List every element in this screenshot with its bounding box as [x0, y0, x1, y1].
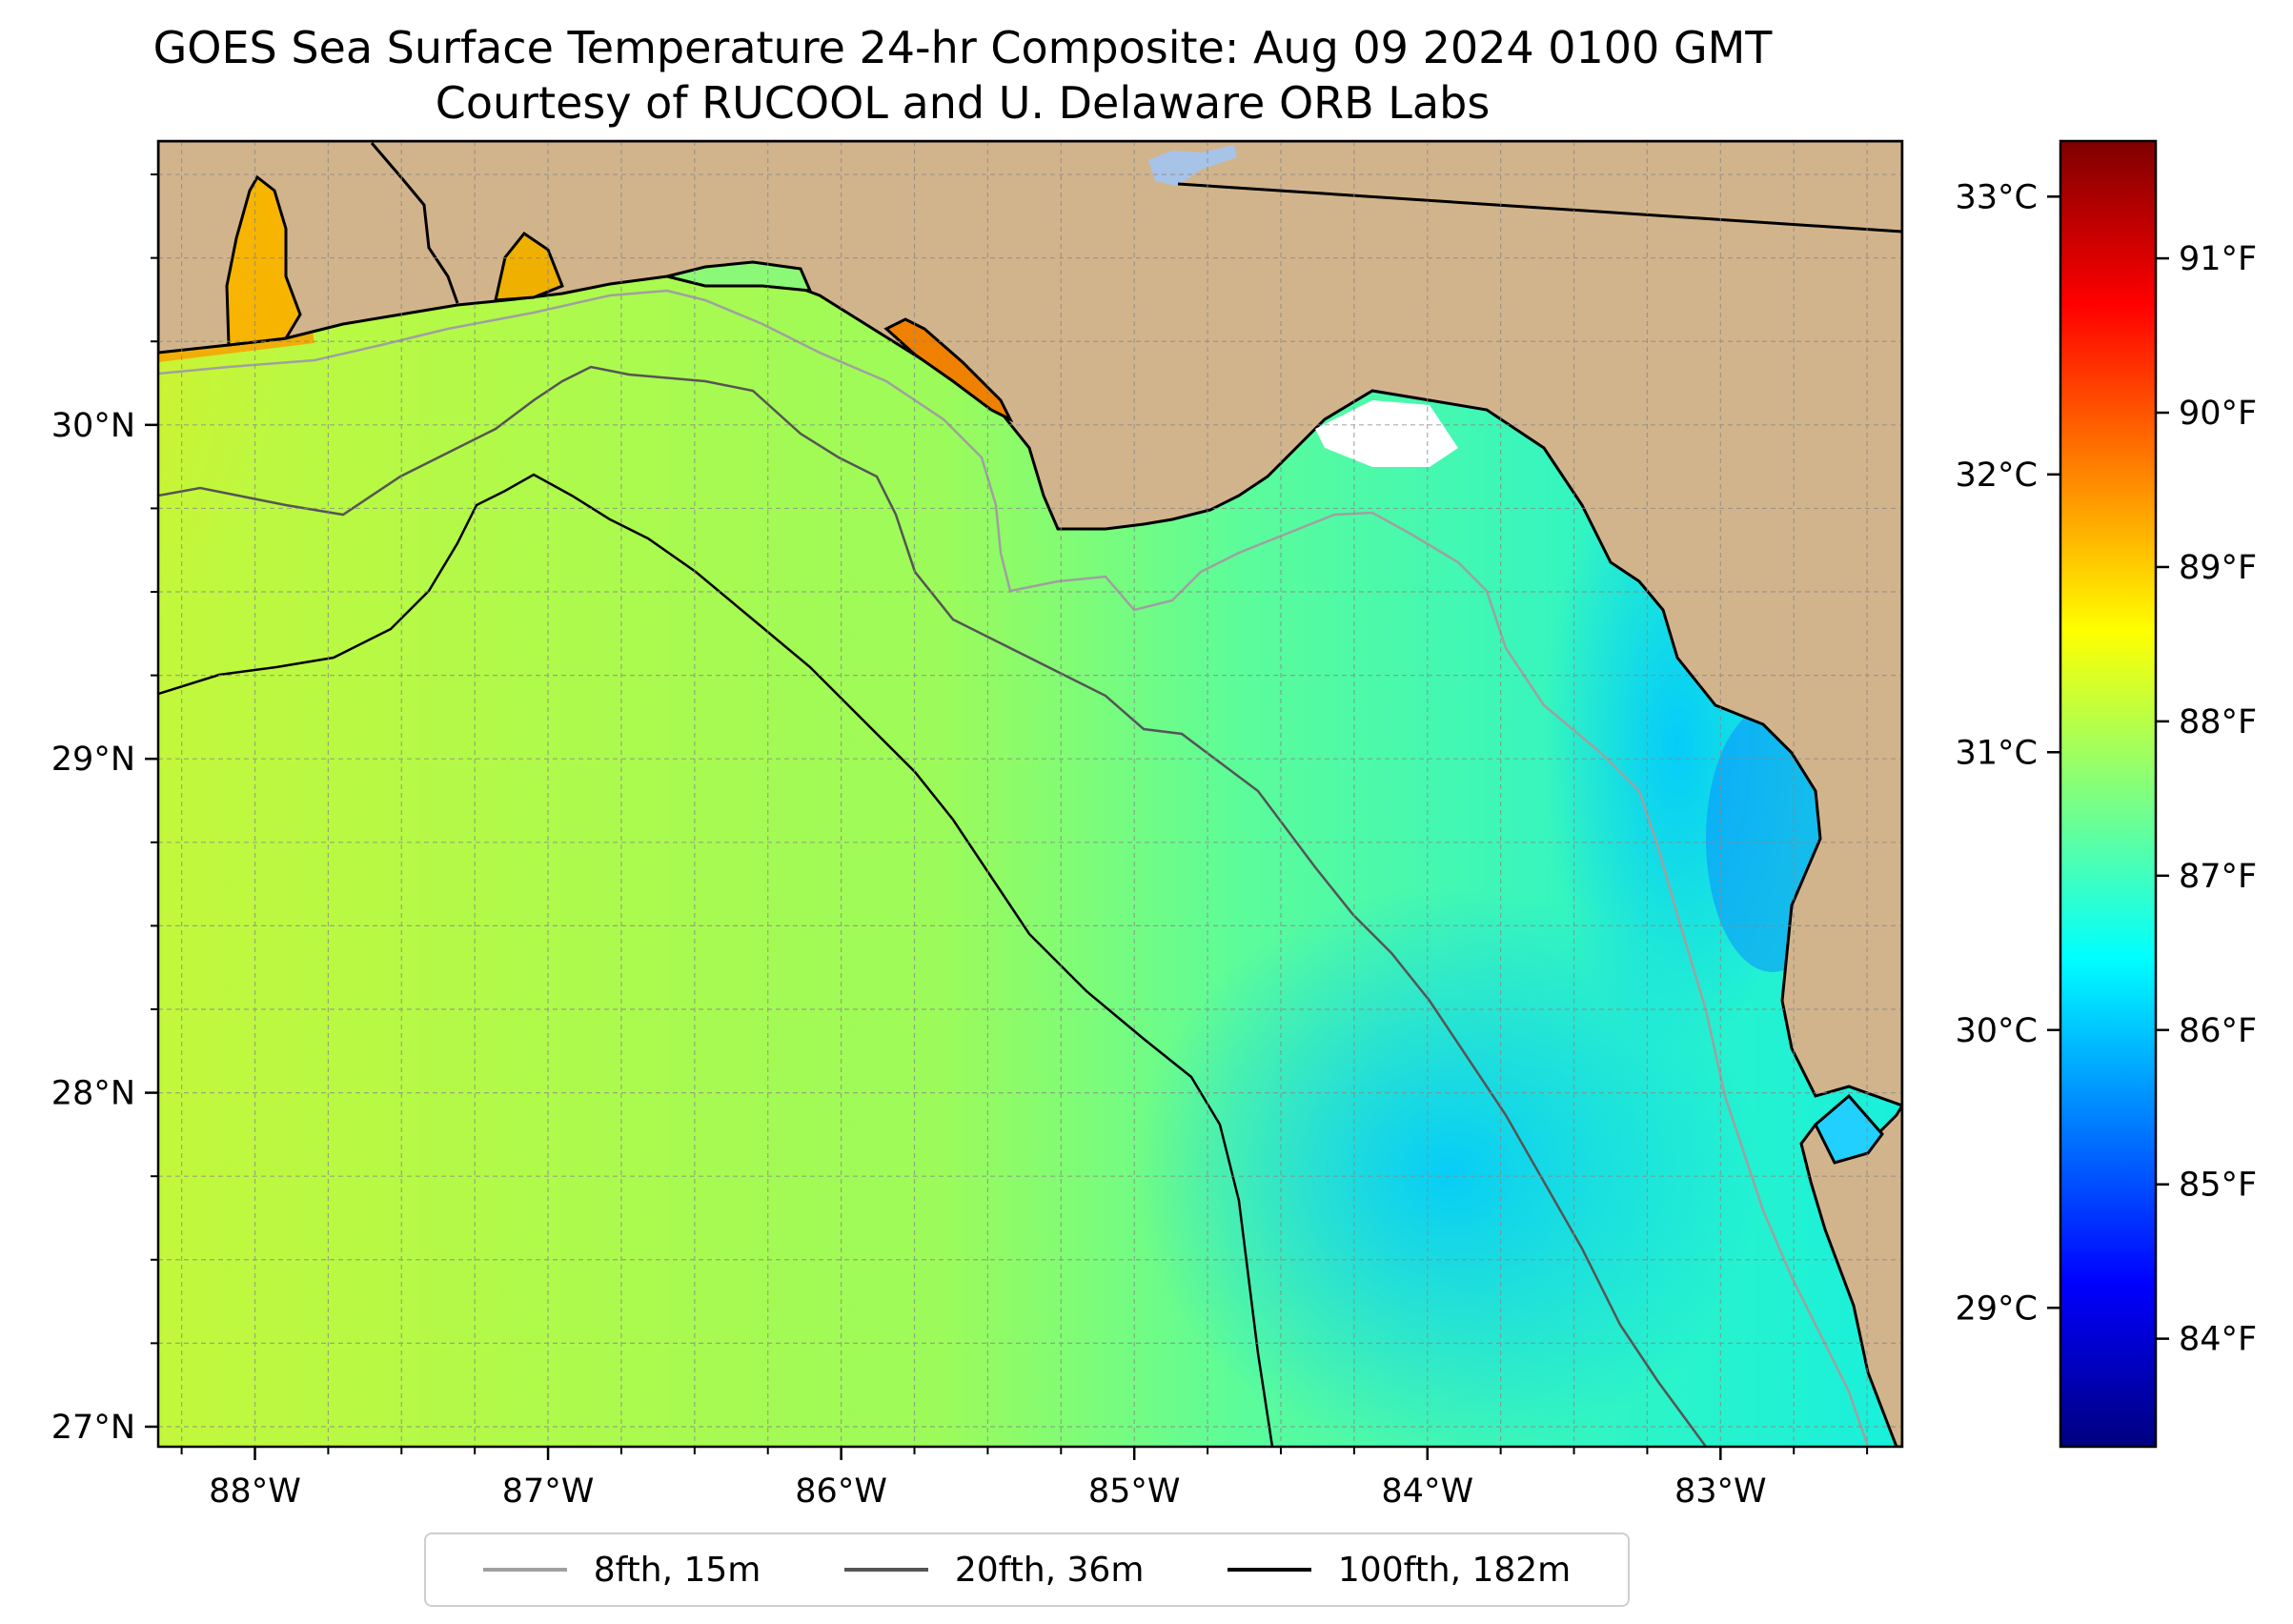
longitude-axis: 88°W 87°W 86°W 85°W 84°W 83°W	[180, 1447, 1869, 1511]
legend-item: 8fth, 15m	[482, 1550, 761, 1590]
fahrenheit-tick-label: 88°F	[2179, 703, 2257, 741]
fahrenheit-tick-label: 87°F	[2179, 858, 2257, 896]
lat-tick-label: 28°N	[51, 1075, 135, 1113]
lake	[1148, 145, 1237, 186]
celsius-tick-label: 32°C	[1956, 457, 2038, 495]
celsius-tick-label: 30°C	[1956, 1012, 2038, 1050]
fahrenheit-scale: 84°F 85°F 86°F 87°F 88°F 89°F 90°F 91°F	[2156, 240, 2257, 1359]
tampa-bay	[1814, 1093, 1884, 1165]
fahrenheit-tick-label: 84°F	[2179, 1321, 2257, 1359]
legend-line-swatch	[1227, 1568, 1311, 1572]
fahrenheit-tick-label: 91°F	[2179, 240, 2257, 278]
lat-tick-label: 27°N	[51, 1409, 135, 1447]
contour-20fth	[158, 365, 1708, 1447]
legend-item: 100fth, 182m	[1227, 1550, 1572, 1590]
lon-tick-label: 88°W	[209, 1472, 301, 1511]
celsius-tick-label: 29°C	[1956, 1289, 2038, 1328]
mobile-bay	[225, 174, 302, 347]
celsius-tick-label: 33°C	[1956, 178, 2038, 216]
gridlines	[158, 141, 1902, 1447]
map-subtitle: Courtesy of RUCOOL and U. Delaware ORB L…	[435, 77, 1491, 129]
lon-tick-label: 84°W	[1381, 1472, 1473, 1511]
depth-contour-legend: 8fth, 15m 20fth, 36m 100fth, 182m	[424, 1533, 1630, 1607]
legend-line-swatch	[482, 1568, 567, 1572]
cool-water-region	[1134, 886, 1763, 1447]
map-frame	[156, 139, 1904, 1449]
lat-tick-label: 29°N	[51, 741, 135, 779]
map-area	[158, 141, 1902, 1447]
river-line	[370, 142, 459, 304]
celsius-tick-label: 31°C	[1956, 734, 2038, 772]
legend-line-swatch	[843, 1568, 928, 1572]
latitude-axis: 27°N 28°N 29°N 30°N	[51, 173, 158, 1447]
lon-tick-label: 86°W	[795, 1472, 887, 1511]
legend-label: 100fth, 182m	[1337, 1550, 1572, 1590]
lat-tick-label: 30°N	[51, 407, 135, 445]
apalachee-bay-shallows	[1315, 400, 1458, 467]
state-border	[1177, 182, 1902, 233]
legend-label: 8fth, 15m	[593, 1550, 761, 1590]
lon-tick-label: 83°W	[1674, 1472, 1767, 1511]
contour-8fth	[158, 289, 1870, 1447]
lon-tick-label: 87°W	[502, 1472, 595, 1511]
warm-water-region	[158, 141, 829, 991]
fahrenheit-tick-label: 90°F	[2179, 395, 2257, 433]
lon-tick-label: 85°W	[1088, 1472, 1181, 1511]
map-title: GOES Sea Surface Temperature 24-hr Compo…	[152, 22, 1773, 73]
legend-label: 20fth, 36m	[954, 1550, 1145, 1590]
choctawhatchee-bay	[666, 260, 813, 293]
colorbar	[2059, 139, 2158, 1449]
fahrenheit-tick-label: 86°F	[2179, 1012, 2257, 1050]
celsius-scale: 29°C 30°C 31°C 32°C 33°C	[1956, 178, 2060, 1328]
fahrenheit-tick-label: 85°F	[2179, 1167, 2257, 1205]
pensacola-bay	[494, 231, 564, 302]
legend-item: 20fth, 36m	[843, 1550, 1145, 1590]
fahrenheit-tick-label: 89°F	[2179, 549, 2257, 587]
